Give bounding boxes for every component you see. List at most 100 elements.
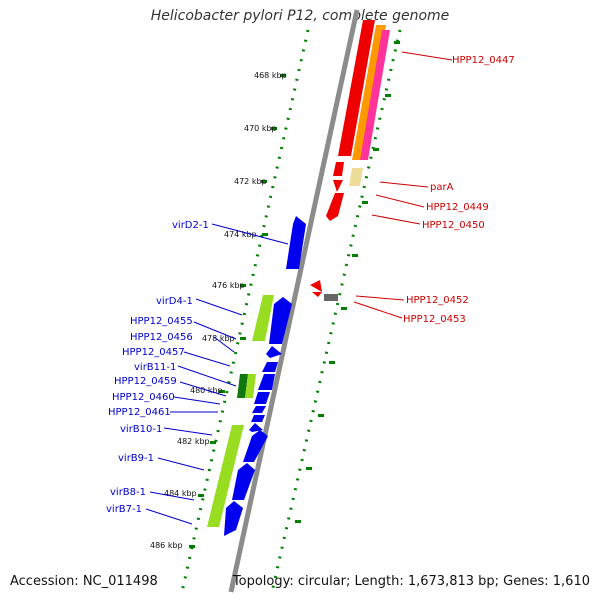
tick-r2: [385, 94, 391, 97]
tick-r4: [362, 201, 368, 204]
tick-r1: [394, 41, 400, 44]
callout-line: [213, 336, 235, 353]
gene-arrow: [310, 280, 322, 292]
major-ticks: [189, 41, 400, 548]
tick-r3: [373, 148, 379, 151]
right-gene-track: [310, 20, 390, 301]
gene-label-HPP12_0457[interactable]: HPP12_0457: [122, 347, 185, 358]
scale-label: 472 kbp: [234, 177, 267, 186]
tick-r8: [318, 414, 324, 417]
gene-block: [252, 295, 274, 341]
tick-486: [189, 545, 195, 548]
scale-label: 468 kbp: [254, 71, 287, 80]
callout-line: [173, 396, 221, 405]
gene-label-parA[interactable]: parA: [430, 182, 454, 193]
callout-line: [193, 321, 237, 340]
tick-r7: [329, 361, 335, 364]
tick-474: [262, 233, 268, 236]
scale-label: 486 kbp: [150, 541, 183, 550]
gene-label-virB7-1[interactable]: virB7-1: [106, 504, 142, 515]
callout-line: [145, 508, 193, 525]
gene-label-virB10-1[interactable]: virB10-1: [120, 424, 162, 435]
tick-468: [280, 74, 286, 77]
gene-label-virD4-1[interactable]: virD4-1: [156, 296, 193, 307]
gene-label-HPP12_0449[interactable]: HPP12_0449: [426, 202, 489, 213]
gene-arrow: [286, 216, 306, 269]
gene-arrow: [251, 415, 265, 422]
gene-label-virB9-1[interactable]: virB9-1: [118, 453, 154, 464]
right-callouts: [353, 51, 453, 319]
scale-label: 476 kbp: [212, 281, 245, 290]
callout-line: [355, 295, 405, 301]
tick-482: [210, 441, 216, 444]
gene-label-HPP12_0453[interactable]: HPP12_0453: [403, 314, 466, 325]
callout-line: [371, 214, 421, 225]
scale-label: 478 kbp: [202, 334, 235, 343]
tick-r10: [295, 520, 301, 523]
gene-block: [237, 374, 248, 398]
gene-arrow: [224, 501, 243, 536]
gene-block: [338, 20, 375, 156]
gene-label-HPP12_0450[interactable]: HPP12_0450: [422, 220, 485, 231]
callout-line: [179, 381, 227, 397]
scale-label: 484 kbp: [164, 489, 197, 498]
gene-block: [207, 425, 244, 527]
gene-label-HPP12_0447[interactable]: HPP12_0447: [452, 55, 515, 66]
gene-arrow: [262, 362, 278, 372]
callout-line: [401, 51, 453, 61]
tick-470: [271, 127, 277, 130]
genome-backbone: [228, 9, 360, 593]
genome-summary-text: Topology: circular; Length: 1,673,813 bp…: [232, 574, 590, 589]
gene-block: [360, 30, 390, 160]
gene-label-HPP12_0456[interactable]: HPP12_0456: [130, 332, 193, 343]
gene-label-virB8-1[interactable]: virB8-1: [110, 487, 146, 498]
left-gene-track: [207, 216, 306, 536]
gene-label-HPP12_0461[interactable]: HPP12_0461: [108, 407, 171, 418]
scale-label: 474 kbp: [224, 230, 257, 239]
callout-line: [149, 491, 195, 501]
right-tick-track: [270, 29, 402, 593]
gene-arrow: [243, 430, 268, 462]
tick-480: [219, 390, 225, 393]
callout-line: [353, 301, 403, 319]
gene-arrow: [258, 374, 275, 390]
callout-line: [177, 365, 237, 387]
gene-arrow: [326, 193, 344, 221]
gene-block: [333, 162, 344, 176]
gene-arrow: [312, 292, 322, 297]
tick-484: [198, 494, 204, 497]
gene-block: [245, 374, 256, 398]
gene-label-HPP12_0455[interactable]: HPP12_0455: [130, 316, 193, 327]
gene-block: [349, 168, 363, 186]
gene-arrow: [232, 463, 255, 500]
accession-text: Accession: NC_011498: [10, 574, 158, 589]
gene-arrow: [254, 392, 270, 404]
gene-label-HPP12_0460[interactable]: HPP12_0460: [112, 392, 175, 403]
scale-label: 482 kbp: [177, 437, 210, 446]
tick-r5: [352, 254, 358, 257]
gene-arrow: [333, 180, 343, 192]
gene-label-HPP12_0452[interactable]: HPP12_0452: [406, 295, 469, 306]
gene-label-HPP12_0459[interactable]: HPP12_0459: [114, 376, 177, 387]
tick-478: [240, 337, 246, 340]
callout-line: [211, 223, 289, 245]
gene-label-virD2-1[interactable]: virD2-1: [172, 220, 209, 231]
tick-r9: [306, 467, 312, 470]
gene-arrow: [249, 423, 263, 432]
callout-line: [163, 427, 213, 436]
gene-arrow: [266, 346, 282, 358]
left-callouts: [145, 223, 289, 525]
callout-line: [195, 298, 243, 316]
callout-line: [375, 194, 425, 208]
gene-block: [324, 294, 338, 301]
callout-line: [183, 351, 231, 367]
gene-arrow: [269, 297, 292, 344]
tick-r6: [341, 307, 347, 310]
callout-line: [157, 457, 205, 471]
gene-label-virB11-1[interactable]: virB11-1: [134, 362, 176, 373]
callout-line: [379, 181, 429, 188]
tick-476: [240, 284, 246, 287]
scale-label: 470 kbp: [244, 124, 277, 133]
gene-arrow: [252, 406, 266, 413]
